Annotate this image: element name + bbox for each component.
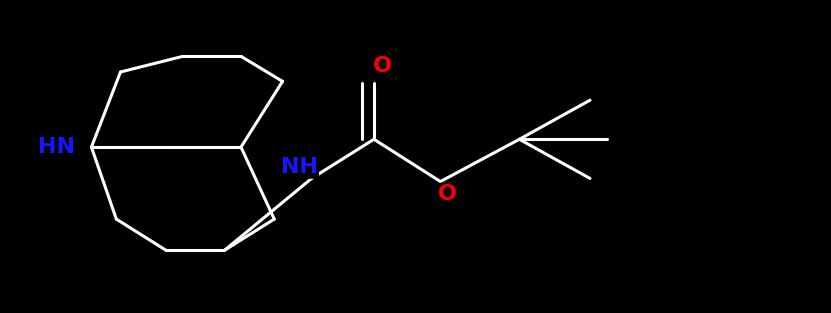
Text: HN: HN [38, 137, 75, 157]
Text: O: O [373, 56, 391, 76]
Text: NH: NH [281, 157, 317, 177]
Text: O: O [438, 184, 456, 204]
